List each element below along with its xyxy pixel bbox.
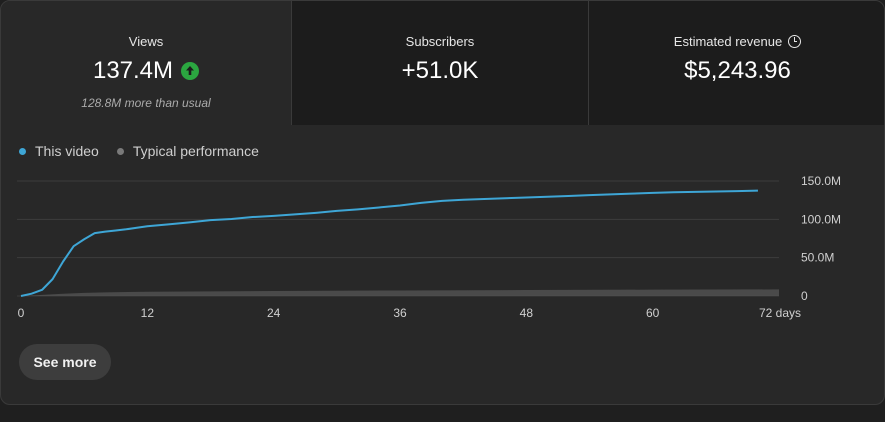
views-label: Views	[128, 33, 164, 49]
arrow-up-circle-icon	[181, 61, 200, 80]
legend-item-typical: Typical performance	[116, 143, 259, 159]
x-tick-label-60: 60	[646, 306, 660, 320]
subscribers-metric-tab[interactable]: Subscribers +51.0K	[292, 1, 589, 125]
y-tick-label-0: 0	[801, 289, 808, 303]
legend-item-this-video: This video	[19, 143, 99, 159]
x-tick-label-36: 36	[393, 306, 407, 320]
revenue-value-row: $5,243.96	[589, 56, 884, 86]
views-line-chart: 0 50.0M 100.0M 150.0M 0 12 24 36 48 60 72 days	[17, 174, 841, 320]
legend-label-typical: Typical performance	[132, 143, 259, 159]
views-metric-tab[interactable]: Views 137.4M 128.8M more than usual	[1, 1, 292, 125]
legend-dot-this-video	[19, 147, 26, 155]
x-tick-label-72: 72 days	[759, 306, 801, 320]
chart-legend: This video Typical performance	[19, 143, 259, 159]
x-tick-label-24: 24	[267, 306, 281, 320]
legend-label-this-video: This video	[35, 143, 99, 159]
views-value: 137.4M	[92, 56, 174, 84]
x-tick-label-12: 12	[141, 306, 155, 320]
clock-icon[interactable]	[788, 34, 802, 48]
y-tick-label-150: 150.0M	[801, 174, 841, 188]
views-comparison: 128.8M more than usual	[81, 95, 211, 110]
y-tick-label-100: 100.0M	[801, 212, 841, 226]
revenue-label: Estimated revenue	[673, 33, 783, 49]
this-video-line	[20, 189, 758, 297]
subscribers-label: Subscribers	[405, 33, 475, 49]
see-more-button[interactable]: See more	[19, 344, 111, 380]
x-tick-label-0: 0	[18, 306, 25, 320]
views-value-row: 137.4M	[1, 56, 291, 86]
metrics-row: Views 137.4M 128.8M more than usual Subs…	[1, 1, 884, 125]
x-tick-label-48: 48	[520, 306, 534, 320]
subscribers-value: +51.0K	[401, 56, 479, 84]
revenue-label-row: Estimated revenue	[673, 32, 802, 50]
legend-dot-typical	[116, 147, 124, 155]
y-tick-label-50: 50.0M	[801, 251, 834, 265]
typical-performance-band	[21, 289, 779, 296]
subscribers-value-row: +51.0K	[292, 56, 588, 86]
analytics-card: Views 137.4M 128.8M more than usual Subs…	[0, 0, 885, 405]
revenue-value: $5,243.96	[684, 56, 791, 84]
revenue-metric-tab[interactable]: Estimated revenue $5,243.96	[589, 1, 884, 125]
